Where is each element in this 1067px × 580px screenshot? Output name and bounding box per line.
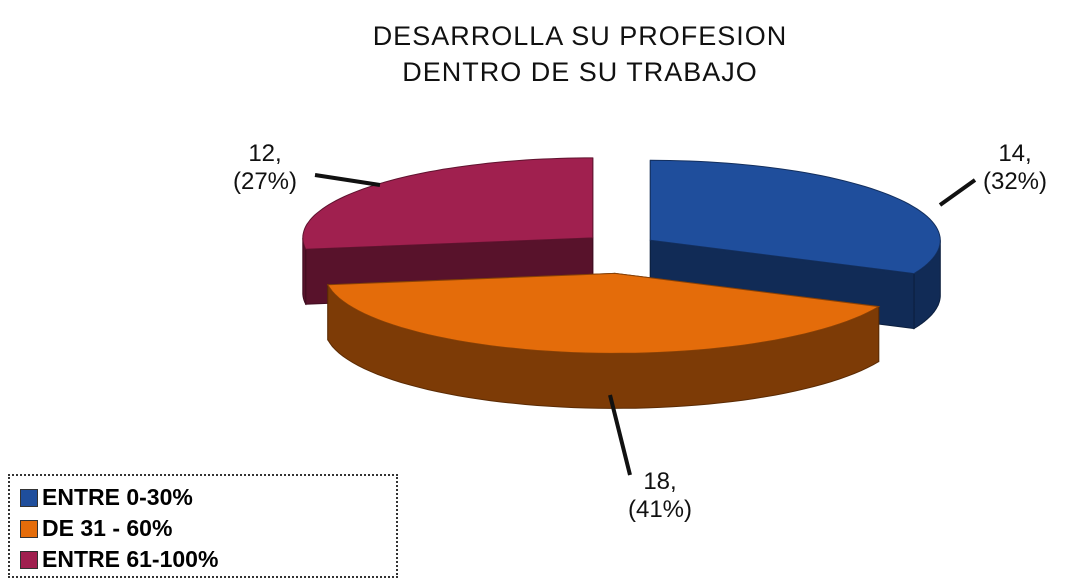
legend-label: ENTRE 61-100% bbox=[42, 546, 219, 572]
leader-line bbox=[608, 394, 632, 476]
chart-title: DESARROLLA SU PROFESION DENTRO DE SU TRA… bbox=[372, 21, 788, 87]
legend-item: ENTRE 61-100% bbox=[20, 544, 386, 575]
legend-label: ENTRE 0-30% bbox=[42, 484, 193, 510]
slice bbox=[649, 159, 941, 275]
data-label: 12, (27%) bbox=[232, 140, 298, 195]
data-label: 18, (41%) bbox=[627, 468, 693, 523]
leader-line bbox=[314, 173, 381, 187]
legend-item: DE 31 - 60% bbox=[20, 513, 386, 544]
leader-line bbox=[938, 178, 977, 207]
slice bbox=[302, 157, 594, 250]
legend-label: DE 31 - 60% bbox=[42, 515, 173, 541]
data-label: 14, (32%) bbox=[982, 140, 1048, 195]
slice bbox=[326, 272, 881, 354]
legend-item: ENTRE 0-30% bbox=[20, 482, 386, 513]
legend-swatch bbox=[20, 519, 38, 538]
legend-swatch bbox=[20, 550, 38, 569]
legend-swatch bbox=[20, 488, 38, 507]
legend: ENTRE 0-30% DE 31 - 60% ENTRE 61-100% bbox=[8, 474, 398, 578]
